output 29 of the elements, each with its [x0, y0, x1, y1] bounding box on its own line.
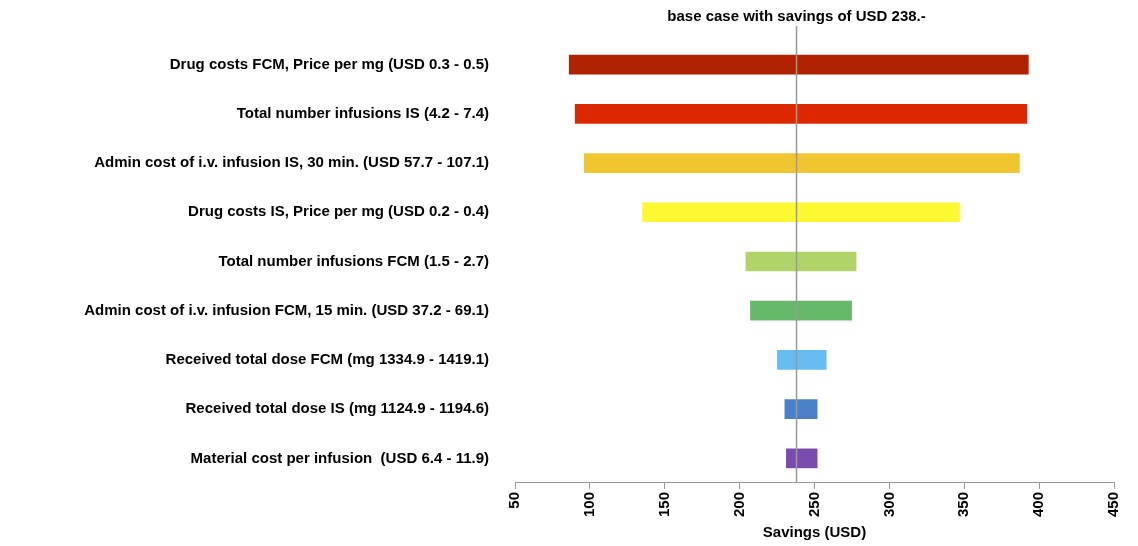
x-tick-label: 100	[580, 491, 598, 517]
x-tick-label: 50	[505, 491, 523, 509]
bar	[583, 153, 1020, 173]
bar	[786, 448, 818, 469]
x-tick-label: 400	[1029, 491, 1047, 517]
y-tick-label: Drug costs FCM, Price per mg (USD 0.3 - 0.5)	[169, 54, 489, 72]
y-tick-label: Material cost per infusion (USD 6.4 - 11.9)	[190, 448, 489, 466]
y-tick-label: Received total dose IS (mg 1124.9 - 1194.6)	[185, 399, 489, 417]
y-tick-label: Total number infusions IS (4.2 - 7.4)	[236, 103, 489, 121]
bar	[750, 300, 852, 321]
x-axis-title: Savings (USD)	[762, 523, 867, 541]
x-tick-label: 300	[879, 491, 897, 517]
x-tick-label: 450	[1104, 491, 1122, 517]
bar	[574, 103, 1028, 124]
bar	[568, 54, 1029, 75]
x-tick-label: 200	[729, 491, 747, 517]
bar	[784, 399, 818, 419]
x-tick-label: 250	[804, 491, 822, 517]
bar	[777, 350, 827, 370]
y-tick-label: Drug costs IS, Price per mg (USD 0.2 - 0.4)	[188, 202, 489, 220]
y-tick-label: Total number infusions FCM (1.5 - 2.7)	[218, 251, 489, 269]
y-tick-label: Received total dose FCM (mg 1334.9 - 1419.1)	[165, 350, 489, 368]
x-tick-label: 150	[654, 491, 672, 517]
ref-line-label: base case with savings of USD 238.-	[667, 6, 926, 24]
y-tick-label: Admin cost of i.v. infusion FCM, 15 min. (USD 37.2 - 69.1)	[84, 300, 489, 318]
x-tick-label: 350	[954, 491, 972, 517]
bar	[745, 251, 857, 272]
y-tick-label: Admin cost of i.v. infusion IS, 30 min. (USD 57.7 - 107.1)	[94, 153, 489, 171]
bar	[642, 202, 960, 223]
